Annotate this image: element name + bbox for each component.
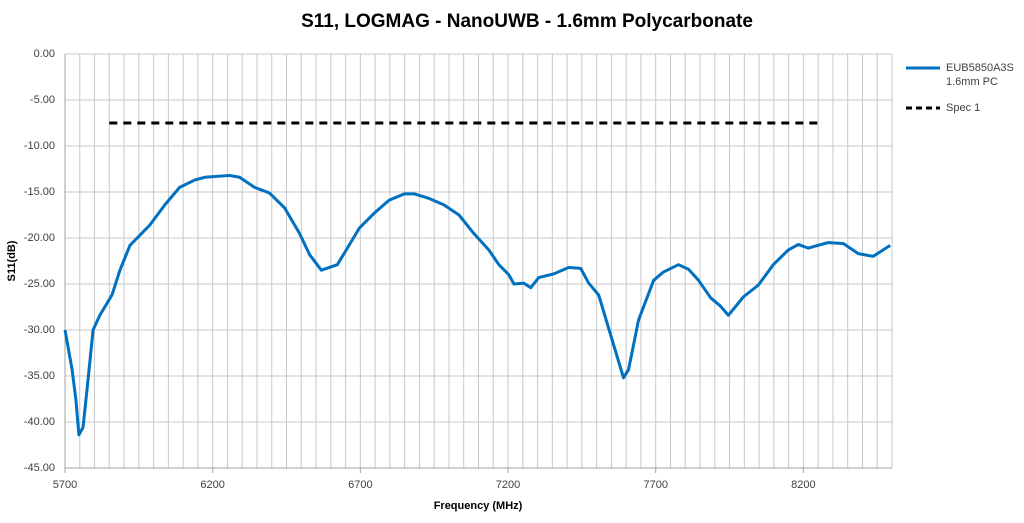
series-line [63,173,892,437]
x-tick-label: 8200 [791,479,815,491]
chart-title: S11, LOGMAG - NanoUWB - 1.6mm Polycarbon… [301,11,753,32]
y-tick-label: -30.00 [24,324,55,336]
x-tick-label: 6200 [200,479,224,491]
y-tick-label: -5.00 [30,94,55,106]
y-tick-label: -35.00 [24,370,55,382]
y-tick-label: -10.00 [24,140,55,152]
y-tick-label: 0.00 [34,48,55,60]
y-tick-label: -25.00 [24,278,55,290]
legend-label: EUB5850A3S 1.6mm PC [946,62,1014,88]
y-tick-label: -20.00 [24,232,55,244]
x-tick-label: 6700 [348,479,372,491]
legend-label: Spec 1 [946,102,981,114]
x-tick-label: 7200 [496,479,520,491]
y-tick-label: -45.00 [24,462,55,474]
y-tick-label: -15.00 [24,186,55,198]
x-tick-label: 5700 [53,479,77,491]
y-tick-label: -40.00 [24,416,55,428]
y-axis-label: S11(dB) [6,240,18,281]
x-tick-label: 7700 [643,479,667,491]
x-axis-label: Frequency (MHz) [434,500,523,512]
